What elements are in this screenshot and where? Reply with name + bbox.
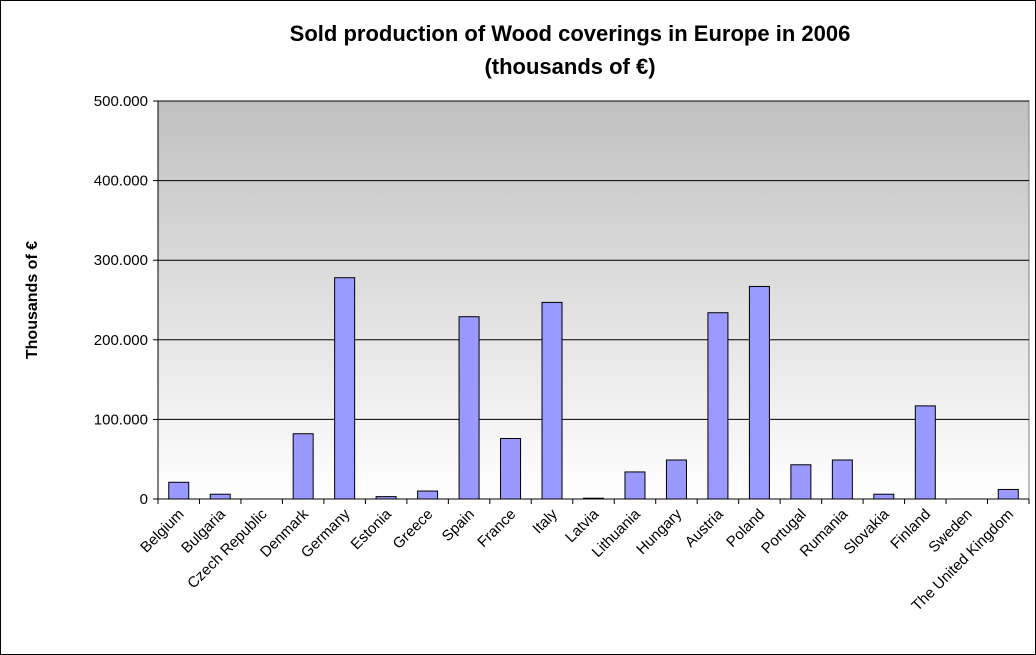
x-tick-label: Austria [682,505,727,550]
y-tick-label: 500.000 [94,93,148,110]
x-tick-label: Greece [390,506,437,553]
bar [292,433,314,500]
bar [790,464,812,500]
chart-subtitle: (thousands of €) [484,54,655,79]
x-tick-label: Estonia [348,505,396,553]
bar [168,481,190,500]
y-axis-title: Thousands of € [24,241,41,359]
y-tick-label: 400.000 [94,173,148,190]
bars [168,277,1019,500]
bar [458,316,480,500]
y-tick-label: 200.000 [94,332,148,349]
plot-area [157,100,1030,500]
y-tick-label: 300.000 [94,252,148,269]
y-tick-label: 0 [140,491,148,508]
bar [914,405,936,500]
bar [831,459,853,500]
bar [997,488,1019,500]
x-tick-label: Spain [439,506,478,545]
bar [541,301,563,500]
chart-title: Sold production of Wood coverings in Eur… [290,21,851,46]
x-tick-label: Hungary [633,505,685,557]
bar [873,493,895,500]
x-tick-label: Italy [529,505,561,537]
axes [157,101,1030,504]
bar [334,277,356,500]
bar [707,312,729,500]
bar [209,493,231,500]
bar [748,285,770,500]
gridlines [158,100,1029,420]
bar [624,471,646,500]
bar [665,459,687,500]
bar [500,438,522,500]
y-axis-ticks: 0 100.000 200.000 300.000 400.000 500.000 [94,93,158,508]
y-tick-label: 100.000 [94,411,148,428]
x-tick-label: France [474,506,519,551]
x-tick-label: Belgium [137,506,187,556]
x-tick-label: Slovakia [841,505,894,558]
bar [417,490,439,500]
